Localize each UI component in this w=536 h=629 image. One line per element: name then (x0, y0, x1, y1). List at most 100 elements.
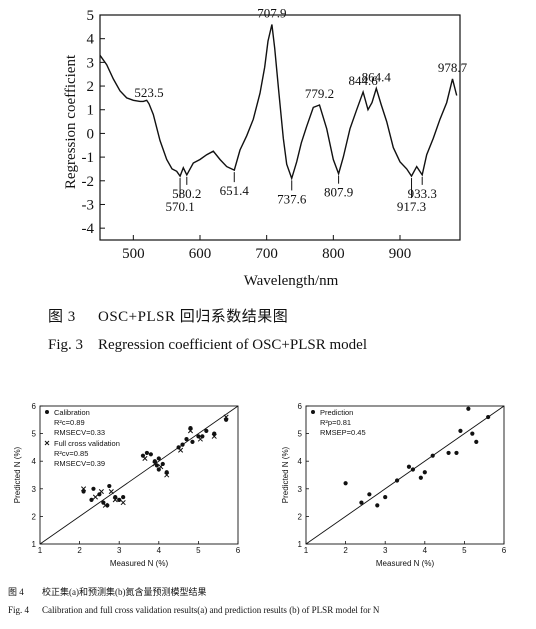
y-tick-label: 4 (32, 457, 37, 466)
y-tick-label: 1 (87, 103, 95, 119)
prediction-point (418, 475, 423, 480)
calibration-point (144, 450, 150, 456)
y-tick-label: 6 (32, 402, 37, 411)
calibration-point (97, 492, 102, 497)
prediction-point (394, 478, 400, 483)
validation-point (164, 472, 170, 478)
plot-frame (305, 405, 505, 545)
x-tick-label: 5 (196, 546, 201, 555)
calibration-point (180, 442, 185, 447)
prediction-point (367, 492, 372, 497)
validation-point (92, 494, 98, 500)
validation-point (98, 489, 104, 495)
rmse-label: RMSEP=0.45 (320, 428, 366, 437)
annotation-label: 917.3 (397, 199, 426, 214)
y-tick-label: 5 (298, 430, 303, 439)
x-tick-label: 6 (236, 546, 241, 555)
y-tick-label: 3 (298, 485, 303, 494)
calibration-point (176, 445, 181, 450)
x-tick-label: 500 (122, 246, 145, 262)
annotation-label: 807.9 (324, 185, 353, 200)
prediction-scatter-chart: 1 2 3 4 5 6 1 2 3 4 5 6 PredictionR²p=0.81RMSEP=0.4… (281, 402, 507, 568)
r-squared-label: R²c=0.89 (54, 418, 85, 427)
prediction-point (383, 494, 388, 500)
legend-marker (45, 410, 49, 414)
prediction-point (410, 467, 416, 472)
annotation-label: 580.2 (172, 186, 201, 201)
calibration-point (196, 434, 201, 439)
calibration-point (101, 500, 106, 505)
x-tick-label: 2 (77, 546, 82, 555)
y-tick-label: 2 (298, 512, 303, 521)
calibration-point (160, 461, 165, 467)
validation-point (142, 455, 148, 461)
figure3-title-en: Regression coefficient of OSC+PLSR model (98, 337, 367, 353)
annotation-label: 737.6 (277, 191, 307, 206)
one-to-one-line (305, 405, 505, 545)
rmse-label: RMSECV=0.33 (54, 428, 105, 437)
prediction-point (446, 450, 451, 456)
y-tick-label: 6 (298, 402, 303, 411)
prediction-point (430, 453, 435, 458)
figure3-title-zh: OSC+PLSR 回归系数结果图 (98, 309, 289, 325)
prediction-point (458, 428, 463, 433)
x-axis-label: Wavelength/nm (244, 273, 339, 289)
legend-label: Prediction (320, 408, 353, 417)
prediction-point (454, 450, 459, 456)
calibration-point (121, 494, 126, 500)
x-tick-label: 1 (304, 546, 309, 555)
y-tick-label: 5 (87, 8, 95, 24)
calibration-point (200, 434, 205, 439)
calibration-point (117, 497, 122, 502)
validation-point (102, 502, 108, 508)
calibration-point (89, 497, 94, 502)
x-tick-label: 900 (389, 246, 412, 262)
validation-point (120, 500, 126, 506)
validation-point (223, 414, 229, 420)
legend-marker (44, 440, 50, 446)
regression-coefficient-chart: 500 600 700 800 900 -4 -3 -2 -1 0 1 2 3 4 5 523.5 570.1… (63, 5, 468, 289)
r-squared-label: R²cv=0.85 (54, 449, 88, 458)
prediction-point (470, 431, 475, 436)
calibration-point (140, 453, 146, 458)
figure3-number-zh: 图 3 (48, 309, 76, 325)
x-tick-label: 4 (157, 546, 162, 555)
y-tick-label: 3 (32, 485, 37, 494)
y-tick-label: 2 (87, 79, 95, 95)
validation-point (197, 436, 203, 442)
validation-point (158, 464, 164, 470)
y-tick-label: 4 (298, 457, 303, 466)
validation-point (112, 497, 118, 503)
validation-point (187, 428, 194, 434)
calibration-point (91, 486, 96, 491)
prediction-point (406, 464, 412, 469)
calibration-point (204, 428, 209, 433)
figure3-caption-en: Fig. 3 Regression coefficient of OSC+PLSR… (48, 337, 367, 354)
calibration-point (148, 452, 153, 457)
y-axis-label: Regression coefficient (63, 54, 79, 189)
y-tick-label: -4 (82, 221, 95, 237)
rmse-label: RMSECV=0.39 (54, 459, 105, 468)
annotation-label: 651.4 (220, 183, 250, 198)
x-tick-label: 6 (502, 546, 507, 555)
validation-point (152, 461, 158, 467)
figure4-title-en: Calibration and full cross validation re… (42, 605, 380, 615)
x-tick-label: 600 (189, 246, 212, 262)
y-tick-label: 4 (87, 32, 95, 48)
figure4-caption-zh: 图 4 校正集(a)和预测集(b)氮含量预测模型结果 (8, 585, 206, 598)
prediction-point (466, 406, 471, 411)
annotation-label: 933.3 (408, 186, 437, 201)
y-tick-label: -3 (82, 197, 95, 213)
prediction-point (359, 500, 364, 505)
x-axis-label: Measured N (%) (110, 559, 169, 568)
y-tick-label: 3 (87, 55, 95, 71)
y-axis-label: Predicted N (%) (13, 446, 22, 503)
validation-point (211, 433, 217, 439)
x-tick-label: 5 (462, 546, 467, 555)
figure4-number-zh: 图 4 (8, 587, 24, 597)
annotation-label: 779.2 (305, 86, 334, 101)
x-tick-label: 3 (383, 546, 388, 555)
figure4-title-zh: 校正集(a)和预测集(b)氮含量预测模型结果 (42, 587, 207, 597)
annotation-label: 978.7 (438, 60, 468, 75)
